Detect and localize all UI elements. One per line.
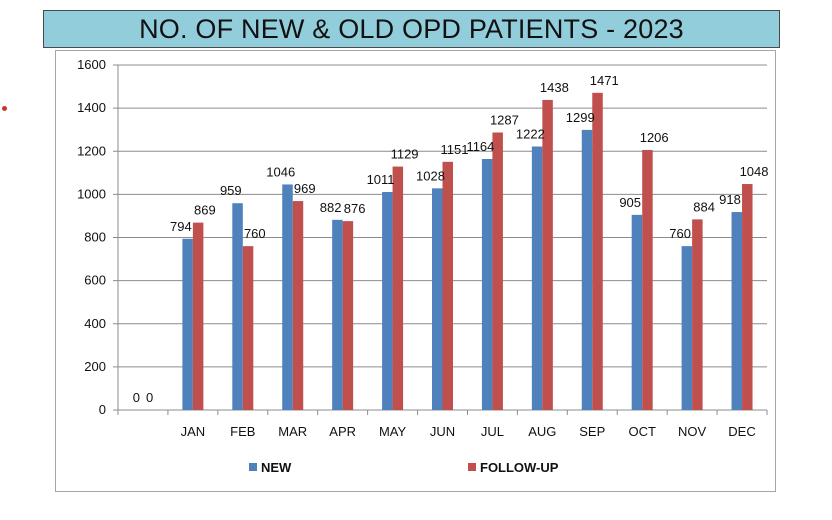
data-label-follow-up: 760	[244, 226, 266, 241]
bar-new	[481, 159, 493, 410]
chart-title-box: NO. OF NEW & OLD OPD PATIENTS - 2023	[43, 10, 780, 48]
data-label-follow-up: 0	[146, 390, 153, 405]
data-label-new: 1011	[367, 172, 395, 187]
stray-dot	[2, 106, 7, 111]
data-label-new: 1299	[566, 110, 595, 125]
bars	[182, 92, 753, 411]
bar-follow-up	[642, 149, 653, 411]
bar-follow-up	[692, 219, 703, 410]
bar-new	[432, 188, 443, 410]
data-label-follow-up: 1151	[441, 142, 469, 157]
y-axis: 0 200 400 600 800 1000 1200 1400 1600	[77, 57, 119, 417]
legend-swatch-new	[249, 463, 257, 471]
x-tick-label: APR	[329, 424, 356, 439]
x-tick-label: SEP	[579, 424, 605, 439]
x-tick-label: JUL	[481, 424, 504, 439]
data-label-new: 760	[669, 226, 691, 241]
bar-follow-up	[442, 161, 453, 410]
x-tick-label: DEC	[728, 424, 755, 439]
bar-new	[232, 203, 243, 410]
bar-new	[282, 184, 293, 410]
data-label-new: 1164	[466, 139, 494, 154]
bar-new	[382, 192, 393, 410]
bar-follow-up	[292, 201, 304, 410]
bar-new	[631, 214, 643, 410]
x-tick-label: OCT	[628, 424, 656, 439]
x-tick-label: FEB	[230, 424, 255, 439]
y-tick-label: 800	[84, 230, 106, 245]
bar-new	[531, 146, 543, 410]
data-label-new: 1222	[516, 127, 545, 142]
bar-follow-up	[342, 221, 354, 410]
bar-follow-up	[592, 92, 603, 411]
legend: NEW FOLLOW-UP	[249, 460, 559, 475]
data-label-follow-up: 1287	[490, 112, 519, 127]
bar-new	[332, 219, 343, 410]
legend-label-new: NEW	[261, 460, 292, 475]
data-label-new: 905	[619, 195, 641, 210]
data-label-follow-up: 1471	[590, 73, 619, 88]
bar-new	[681, 246, 693, 410]
data-label-follow-up: 876	[344, 201, 366, 216]
chart-frame	[55, 50, 776, 492]
y-tick-label: 0	[99, 402, 106, 417]
bar-follow-up	[192, 222, 204, 410]
y-tick-label: 1200	[77, 143, 106, 158]
legend-swatch-follow-up	[468, 463, 476, 471]
x-tick-label: AUG	[528, 424, 556, 439]
data-label-follow-up: 1048	[740, 164, 769, 179]
data-label-follow-up: 1438	[540, 80, 569, 95]
y-tick-label: 600	[84, 273, 106, 288]
y-tick-label: 1600	[77, 57, 106, 72]
data-label-follow-up: 1129	[391, 147, 419, 162]
data-label-new: 882	[320, 200, 342, 215]
data-label-new: 794	[170, 219, 192, 234]
data-label-new: 918	[719, 192, 741, 207]
y-tick-label: 400	[84, 316, 106, 331]
data-label-follow-up: 884	[693, 199, 715, 214]
bar-follow-up	[492, 132, 503, 410]
data-label-follow-up: 1206	[640, 130, 669, 145]
x-tick-label: JUN	[430, 424, 455, 439]
bar-new	[581, 129, 593, 410]
x-tick-label: NOV	[678, 424, 707, 439]
data-label-new: 959	[220, 183, 242, 198]
chart-title: NO. OF NEW & OLD OPD PATIENTS - 2023	[139, 13, 684, 44]
x-tick-label: JAN	[181, 424, 206, 439]
data-label-new: 1028	[416, 168, 445, 183]
y-tick-label: 1400	[77, 100, 106, 115]
x-axis: JAN FEB MAR APR MAY JUN JUL AUG SEP OCT NOV DEC	[117, 409, 768, 439]
bar-follow-up	[542, 99, 553, 411]
y-tick-label: 1000	[77, 186, 106, 201]
data-label-new: 0	[133, 390, 140, 405]
bar-follow-up	[742, 184, 753, 410]
bar-follow-up	[242, 246, 254, 410]
y-tick-label: 200	[84, 359, 106, 374]
x-tick-label: MAY	[379, 424, 407, 439]
bar-follow-up	[392, 166, 404, 410]
legend-label-follow-up: FOLLOW-UP	[480, 460, 559, 475]
data-label-new: 1046	[266, 164, 295, 179]
bar-new	[182, 238, 193, 410]
data-label-follow-up: 969	[294, 181, 316, 196]
bar-new	[731, 212, 743, 410]
data-label-follow-up: 869	[194, 203, 216, 218]
x-tick-label: MAR	[278, 424, 307, 439]
